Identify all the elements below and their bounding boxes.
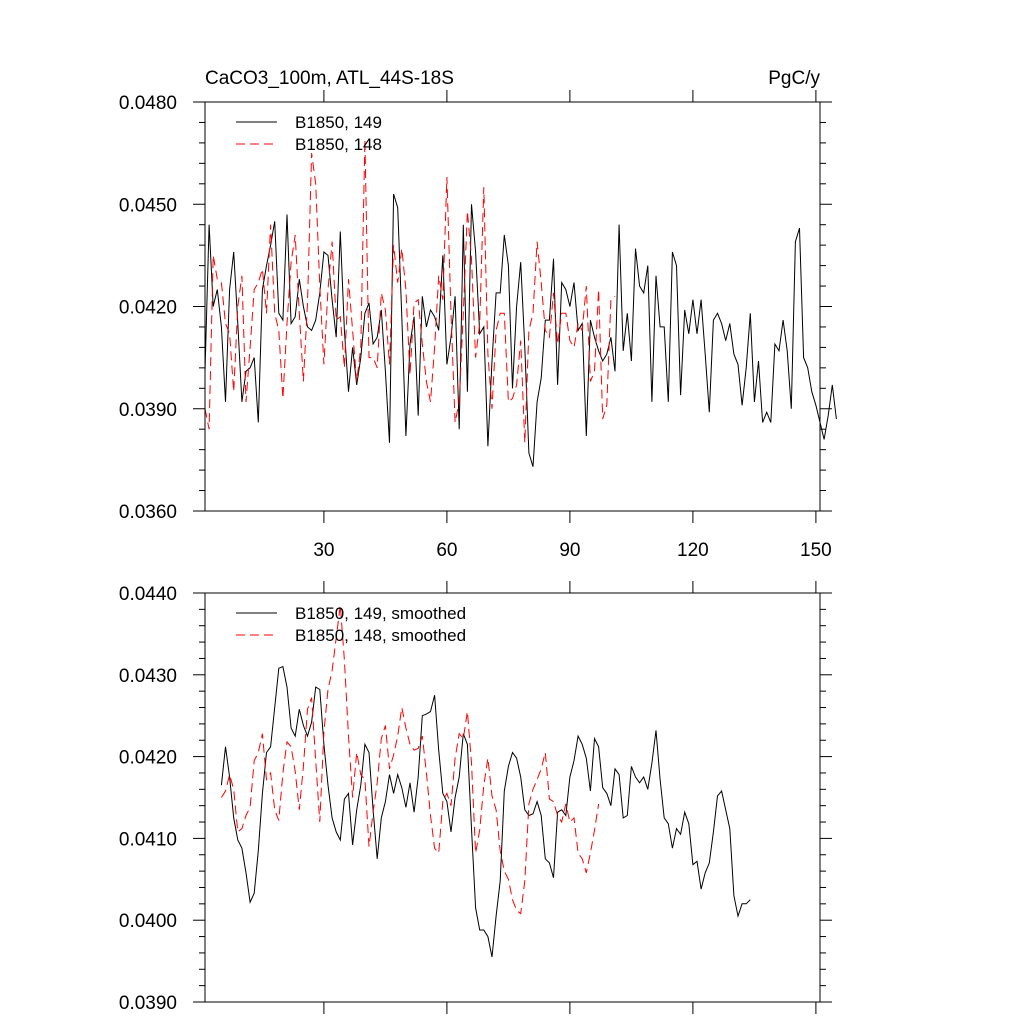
top-x-tick-labels: 30 60 90 120 150 xyxy=(313,540,831,561)
units-label: PgC/y xyxy=(768,68,820,89)
y-tick-label: 0.0440 xyxy=(119,584,177,605)
y-tick-label: 0.0390 xyxy=(119,993,177,1014)
series-line-1-1 xyxy=(220,605,600,915)
bottom-y-tick-labels: 0.0390 0.0400 0.0410 0.0420 0.0430 0.0440 xyxy=(119,584,177,1014)
series-line-1-0 xyxy=(220,665,751,958)
y-tick-label: 0.0430 xyxy=(119,666,177,687)
y-tick-label: 0.0400 xyxy=(119,911,177,932)
bottom-panel: 0.0390 0.0400 0.0410 0.0420 0.0430 0.0440 B18… xyxy=(119,581,832,1014)
legend-label-148: B1850, 148 xyxy=(295,135,382,154)
top-panel: CaCO3_100m, ATL_44S-18S PgC/y 0.03600.03… xyxy=(119,68,837,561)
x-tick-label: 90 xyxy=(559,540,580,561)
bottom-plot-frame xyxy=(204,592,821,1003)
top-series xyxy=(204,139,837,467)
top-plot-frame xyxy=(204,101,821,512)
y-tick-label: 0.0420 xyxy=(119,748,177,769)
bottom-legend: B1850, 149, smoothed B1850, 148, smoothe… xyxy=(236,604,466,645)
bottom-ticks xyxy=(193,581,832,1014)
y-tick-label: 0.0450 xyxy=(119,195,177,216)
y-tick-label: 0.0410 xyxy=(119,829,177,850)
series-line-0-1 xyxy=(204,139,616,443)
top-legend: B1850, 149 B1850, 148 xyxy=(236,113,382,154)
legend-label-149-smoothed: B1850, 149, smoothed xyxy=(295,604,466,623)
top-ticks xyxy=(193,90,832,523)
x-tick-label: 60 xyxy=(436,540,457,561)
legend-label-148-smoothed: B1850, 148, smoothed xyxy=(295,626,466,645)
bottom-series xyxy=(220,605,751,958)
y-tick-label: 0.0360 xyxy=(119,502,177,523)
top-y-tick-labels: 0.0360 0.0390 0.0420 0.0450 0.0480 xyxy=(119,93,177,523)
top-panel-title: CaCO3_100m, ATL_44S-18S xyxy=(205,68,454,89)
series-line-0-0 xyxy=(204,193,837,467)
y-tick-label: 0.0480 xyxy=(119,93,177,114)
legend-label-149: B1850, 149 xyxy=(295,113,382,132)
y-tick-label: 0.0390 xyxy=(119,400,177,421)
x-tick-label: 120 xyxy=(677,540,709,561)
x-tick-label: 30 xyxy=(313,540,334,561)
y-tick-label: 0.0420 xyxy=(119,298,177,319)
x-tick-label: 150 xyxy=(800,540,832,561)
